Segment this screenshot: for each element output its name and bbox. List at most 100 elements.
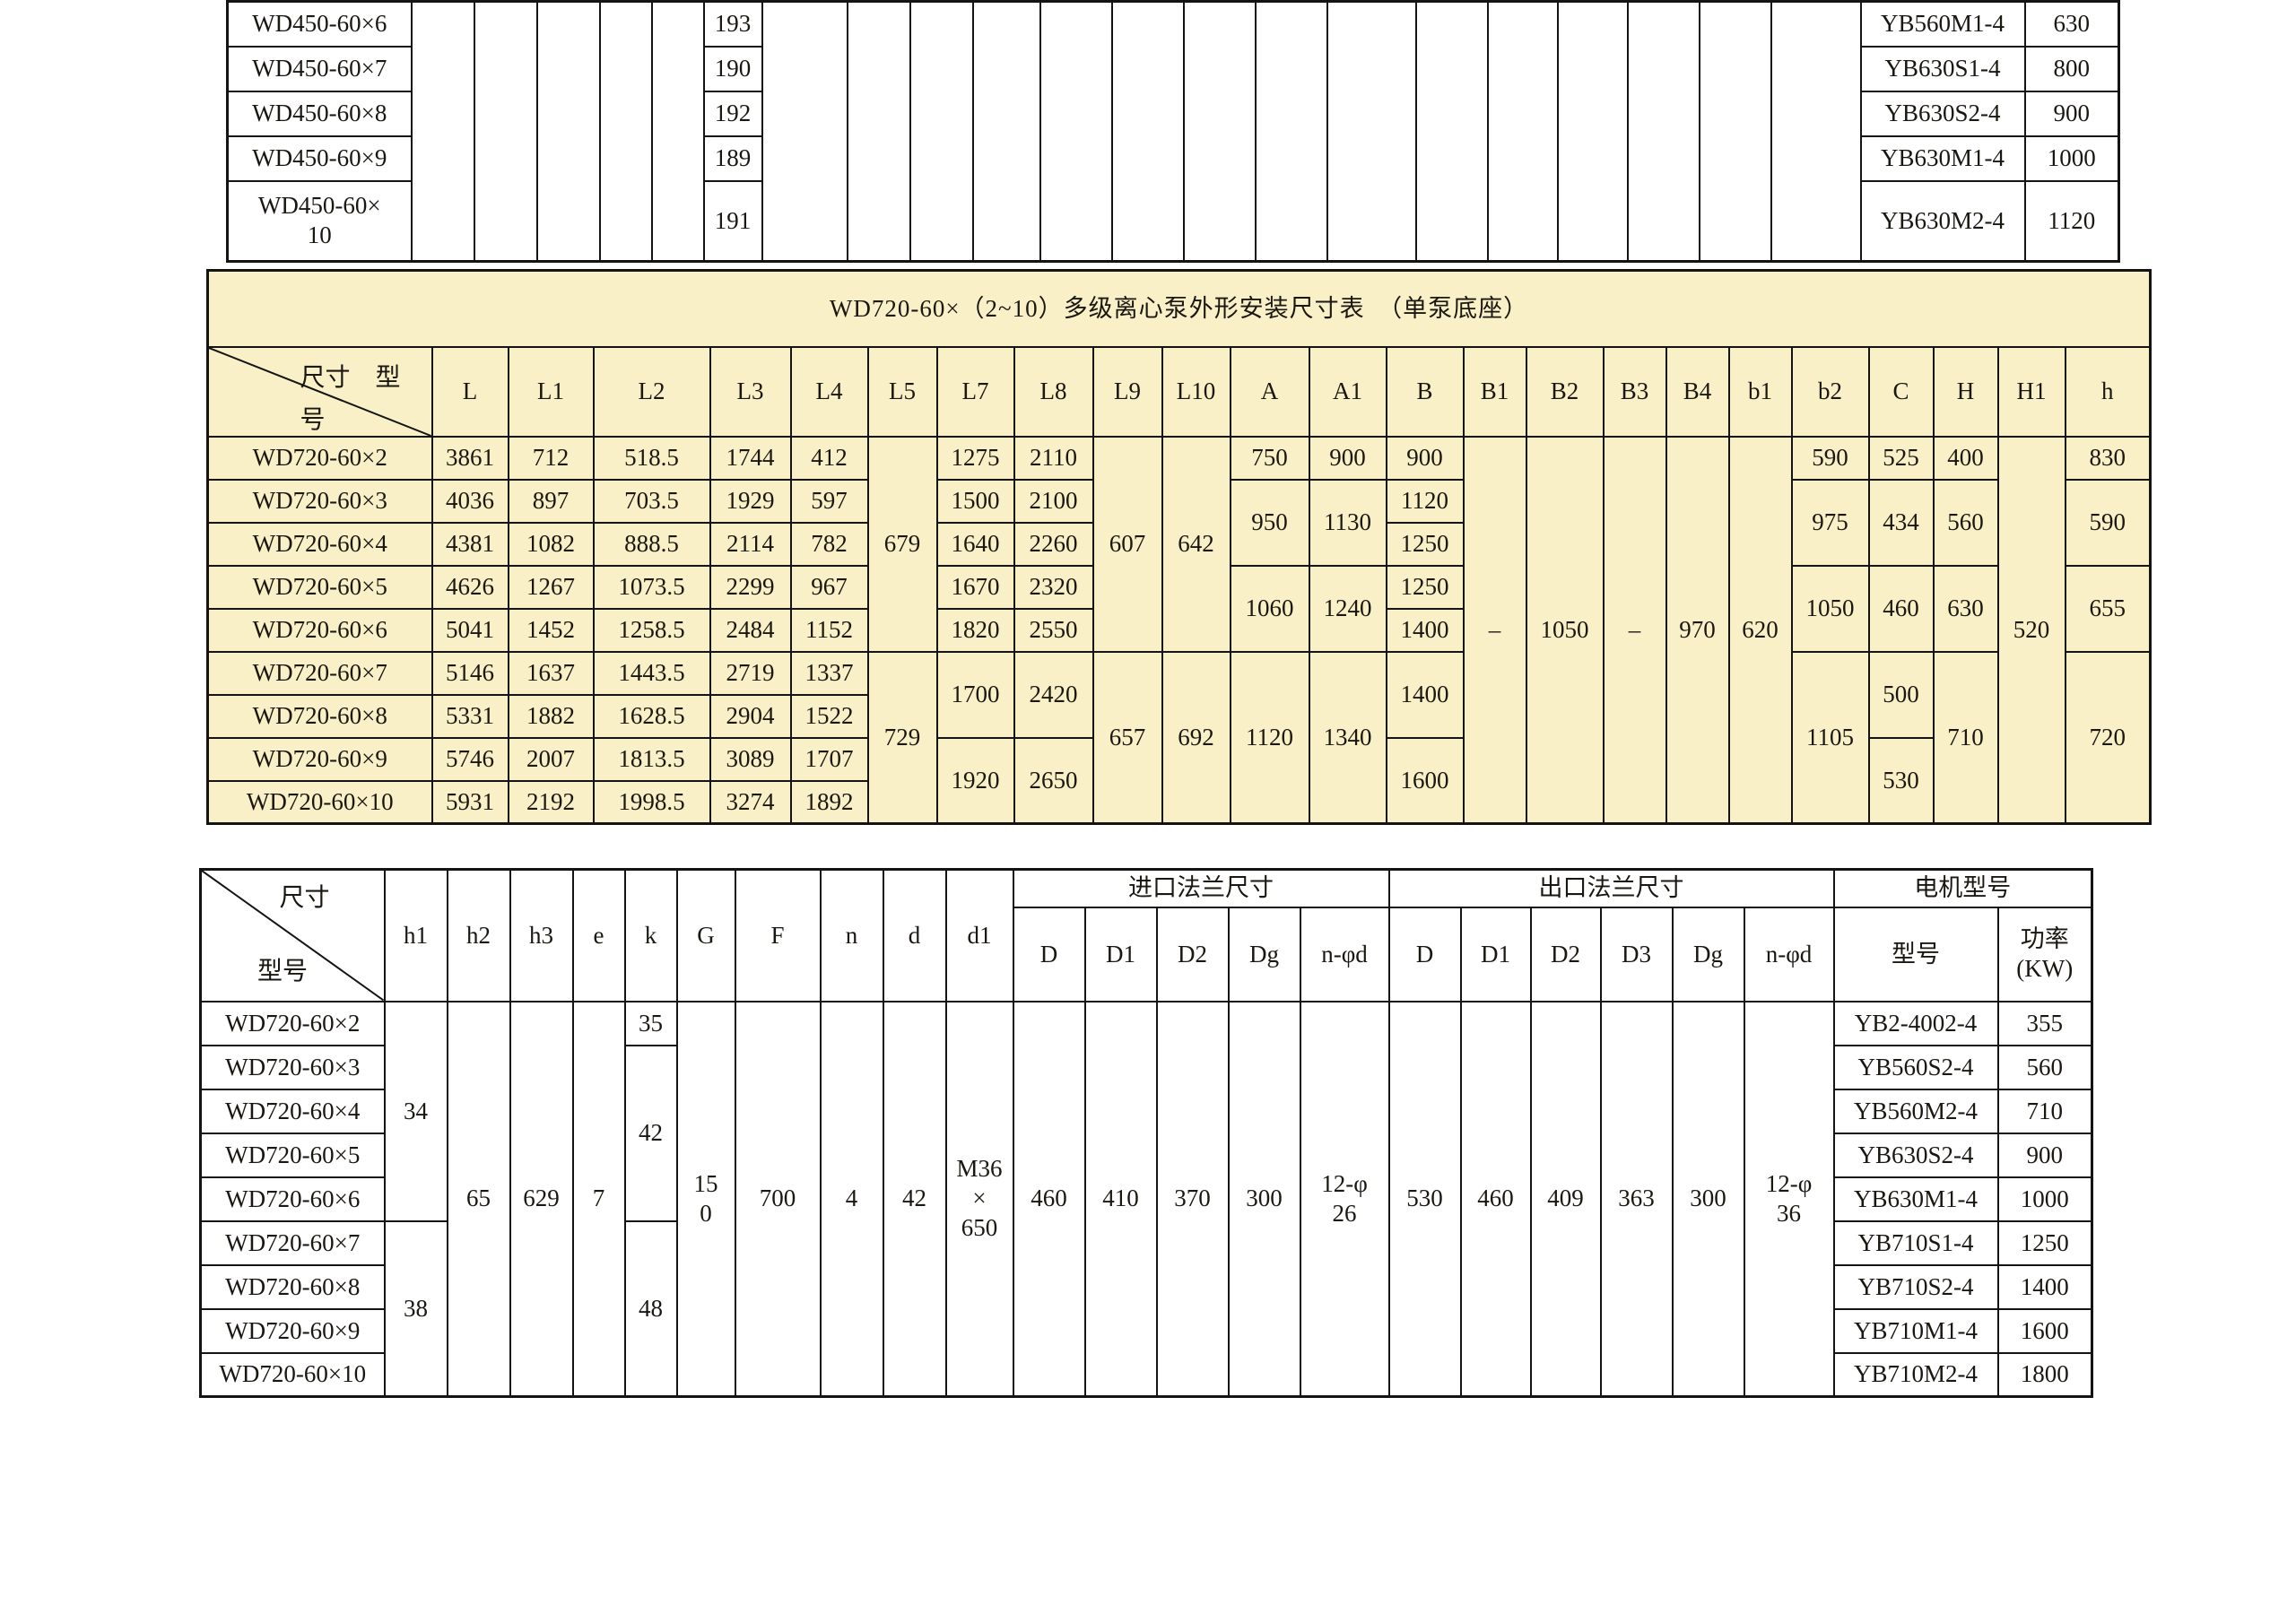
cell-motor-power: 1250 <box>1996 1219 2093 1266</box>
col-header: d1 <box>944 868 1014 1002</box>
cell-L8: 2650 <box>1013 736 1094 825</box>
col-header: b2 <box>1790 345 1870 438</box>
cell-L8: 2320 <box>1013 564 1094 610</box>
cell-model: WD720-60×10 <box>199 1351 386 1398</box>
cell-A1: 1130 <box>1308 478 1387 567</box>
cell-L4: 1707 <box>789 736 869 782</box>
cell-model: WD720-60×6 <box>206 607 433 653</box>
cell-L7: 1670 <box>935 564 1015 610</box>
cell-empty <box>1182 0 1257 263</box>
corner-label-model: 型号 <box>257 958 309 986</box>
group-header-outlet-flange: 出口法兰尺寸 <box>1387 868 1835 908</box>
cell-L8: 2100 <box>1013 478 1094 524</box>
cell-motor-model: YB630M1-4 <box>1859 135 2026 182</box>
row-wd720-60x6: WD720-60×6 5041 1452 1258.5 2484 1152 18… <box>206 607 2151 653</box>
cell-L4: 782 <box>789 521 869 567</box>
row-wd720-60x7: WD720-60×7 5146 1637 1443.5 2719 1337 72… <box>206 650 2152 825</box>
cell-L7: 1275 <box>935 435 1015 481</box>
row-wd720-60x5: WD720-60×5 YB630S2-4 900 <box>199 1132 2093 1178</box>
row-wd720-60x2: WD720-60×2 34 65 629 7 35 15 0 700 4 42 … <box>199 1000 2093 1398</box>
row-wd720-60x9: WD720-60×9 YB710M1-4 1600 <box>199 1307 2093 1354</box>
col-header: L5 <box>866 345 938 438</box>
cell-value: 191 <box>702 179 763 263</box>
cell-motor-model: YB560M2-4 <box>1832 1088 1999 1134</box>
cell-L2: 1813.5 <box>592 736 711 782</box>
cell-empty <box>1110 0 1185 263</box>
col-header: A1 <box>1308 345 1387 438</box>
row-wd720-60x6: WD720-60×6 YB630M1-4 1000 <box>199 1176 2093 1222</box>
cell-n: 4 <box>819 1000 884 1398</box>
row-wd720-60x8: WD720-60×8 YB710S2-4 1400 <box>199 1263 2093 1310</box>
cell-outlet-D2: 409 <box>1529 1000 1602 1398</box>
row-wd720-60x10: WD720-60×10 5931 2192 1998.5 3274 1892 <box>206 779 2151 825</box>
col-header: B <box>1385 345 1465 438</box>
corner-cell: 尺寸 型号 <box>199 868 386 1002</box>
cell-L4: 1337 <box>789 650 869 696</box>
col-header: D2 <box>1529 906 1602 1002</box>
cell-L4: 597 <box>789 478 869 524</box>
table-row: WD450-60× 10 191 YB630M2-4 1120 <box>226 179 2120 263</box>
row-wd720-60x3: WD720-60×3 42 YB560S2-4 560 <box>199 1044 2093 1222</box>
cell-empty <box>535 0 601 263</box>
cell-L8: 2420 <box>1013 650 1094 739</box>
cell-model: WD720-60×3 <box>199 1044 386 1090</box>
cell-L3: 2719 <box>709 650 792 696</box>
cell-motor-model: YB710S1-4 <box>1832 1219 1999 1266</box>
cell-A: 950 <box>1229 478 1310 567</box>
cell-empty <box>1556 0 1629 263</box>
cell-L: 4626 <box>430 564 509 610</box>
cell-model: WD720-60×8 <box>206 693 433 739</box>
cell-model: WD720-60×3 <box>206 478 433 524</box>
cell-e: 7 <box>571 1000 626 1398</box>
cell-motor-model: YB560M1-4 <box>1859 0 2026 48</box>
cell-L1: 1267 <box>507 564 595 610</box>
cell-A1: 1340 <box>1308 650 1387 825</box>
cell-B1: – <box>1462 435 1527 825</box>
cell-L3: 2299 <box>709 564 792 610</box>
col-header: h2 <box>446 868 511 1002</box>
cell-motor-model: YB630S2-4 <box>1832 1132 1999 1178</box>
row-wd720-60x4: WD720-60×4 YB560M2-4 710 <box>199 1088 2093 1134</box>
col-header: n <box>819 868 884 1002</box>
col-header-motor-model: 型号 <box>1832 906 1999 1002</box>
cell-model: WD450-60× 10 <box>226 179 413 263</box>
row-wd720-60x8: WD720-60×8 5331 1882 1628.5 2904 1522 <box>206 693 2151 739</box>
col-header: C <box>1867 345 1935 438</box>
cell-B: 900 <box>1385 435 1465 481</box>
cell-value: 193 <box>702 0 763 48</box>
cell-L8: 2110 <box>1013 435 1094 481</box>
col-header: B1 <box>1462 345 1527 438</box>
cell-L1: 1452 <box>507 607 595 653</box>
corner-label-dimension: 尺寸 <box>279 884 330 912</box>
cell-empty <box>1770 0 1862 263</box>
cell-L10: 642 <box>1161 435 1231 653</box>
diagonal-line <box>209 348 431 436</box>
col-header: d <box>882 868 947 1002</box>
col-header: n-φd <box>1299 906 1390 1002</box>
col-header: D1 <box>1459 906 1532 1002</box>
cell-L2: 1073.5 <box>592 564 711 610</box>
model-line2: 10 <box>307 221 332 249</box>
cell-L1: 1082 <box>507 521 595 567</box>
group-header-motor: 电机型号 <box>1832 868 2093 908</box>
cell-motor-model: YB630S2-4 <box>1859 90 2026 137</box>
cell-empty <box>1698 0 1772 263</box>
cell-empty <box>650 0 705 263</box>
cell-model: WD720-60×5 <box>206 564 433 610</box>
cell-empty <box>1326 0 1417 263</box>
cell-L5: 729 <box>866 650 938 825</box>
cell-empty <box>1254 0 1328 263</box>
table-title: WD720-60×（2~10）多级离心泵外形安装尺寸表 （单泵底座） <box>206 269 2152 348</box>
cell-value: 189 <box>702 135 763 182</box>
header-row: 尺寸 型号 L L1 L2 L3 L4 L5 L7 L8 L9 L10 A A1… <box>206 345 2152 438</box>
cell-k: 48 <box>623 1219 678 1398</box>
col-header: h <box>2064 345 2152 438</box>
col-header: B3 <box>1602 345 1667 438</box>
d1-line1: M36 <box>956 1155 1003 1183</box>
cell-inlet-D1: 410 <box>1083 1000 1158 1398</box>
cell-h: 720 <box>2064 650 2152 825</box>
diagonal-line <box>202 871 384 1001</box>
cell-motor-power: 800 <box>2023 45 2120 92</box>
cell-motor-power: 1800 <box>1996 1351 2093 1398</box>
cell-motor-power: 1000 <box>1996 1176 2093 1222</box>
